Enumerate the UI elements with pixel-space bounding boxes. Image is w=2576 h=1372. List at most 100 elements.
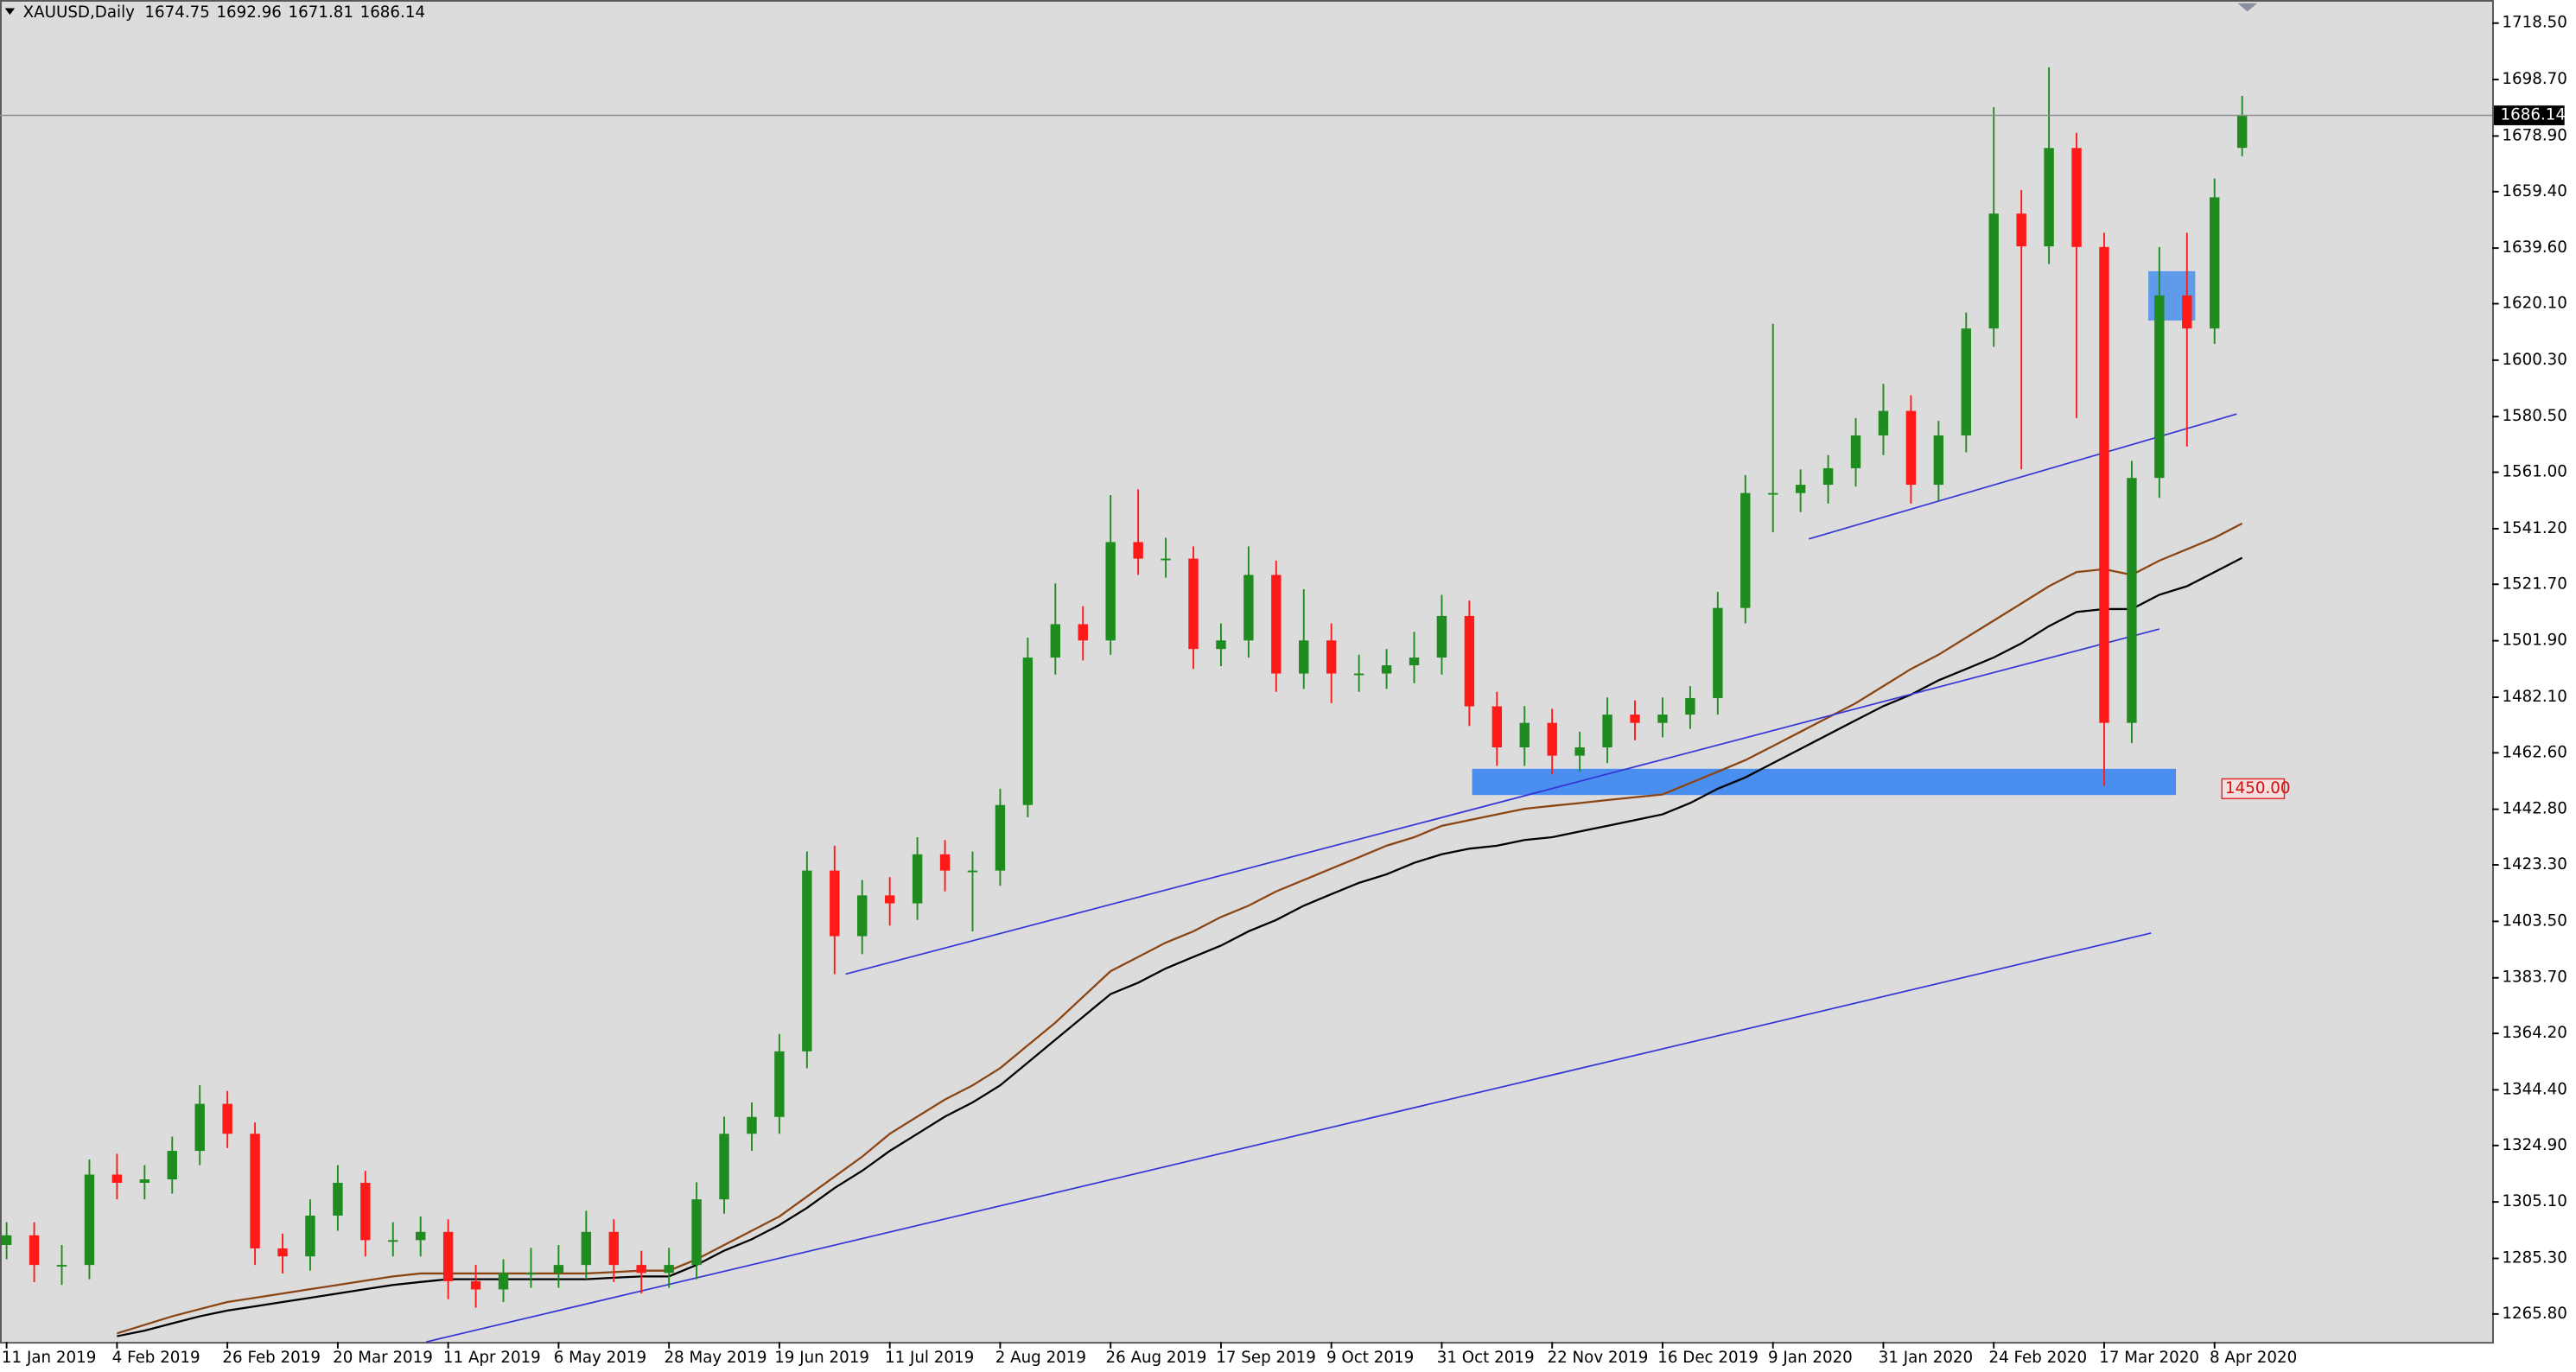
candle-body	[498, 1273, 509, 1290]
shift-marker[interactable]	[2237, 3, 2258, 12]
x-tick-label: 28 May 2019	[664, 1349, 766, 1367]
y-tick-label: 1580.50	[2502, 407, 2566, 425]
candle-body	[84, 1174, 95, 1266]
y-tick-label: 1698.70	[2502, 70, 2566, 88]
candle-body	[525, 1273, 537, 1275]
y-tick-label: 1521.70	[2502, 575, 2566, 593]
candle-body	[1933, 435, 1944, 486]
candle-body	[1768, 492, 1778, 495]
candle-body	[139, 1179, 150, 1184]
x-tick-label: 24 Feb 2020	[1989, 1349, 2088, 1367]
trendline	[425, 932, 2152, 1343]
symbol: XAUUSD,Daily	[23, 3, 136, 22]
candle-body	[1657, 715, 1668, 723]
candle-body	[1353, 673, 1364, 676]
y-tick-label: 1561.00	[2502, 463, 2566, 481]
x-tick-label: 26 Feb 2019	[222, 1349, 321, 1367]
plot-area	[0, 0, 2494, 1344]
x-tick-label: 31 Oct 2019	[1437, 1349, 1535, 1367]
candle-body	[636, 1265, 646, 1274]
candle-body	[1271, 575, 1282, 674]
candle-body	[664, 1265, 674, 1274]
candle-body	[1, 1235, 12, 1245]
candle-body	[2154, 295, 2165, 479]
y-tick-label: 1285.30	[2502, 1249, 2566, 1267]
zone	[1472, 768, 2177, 796]
candle-body	[29, 1235, 40, 1266]
candle-body	[1905, 410, 1917, 486]
candle-body	[111, 1174, 123, 1184]
level-label-box	[2221, 778, 2286, 800]
candle-body	[1492, 706, 1503, 748]
x-tick-label: 11 Jan 2019	[2, 1349, 96, 1367]
y-tick-label: 1462.60	[2502, 743, 2566, 761]
candle-body	[1630, 715, 1640, 723]
candle-body	[2044, 148, 2054, 247]
x-tick-label: 4 Feb 2019	[112, 1349, 200, 1367]
y-tick-label: 1639.60	[2502, 238, 2566, 257]
x-tick-label: 9 Oct 2019	[1326, 1349, 1414, 1367]
candle-body	[2210, 197, 2220, 329]
x-tick-label: 17 Sep 2019	[1216, 1349, 1316, 1367]
candle-body	[1740, 492, 1751, 608]
candle-body	[2236, 115, 2248, 149]
candle-body	[194, 1103, 205, 1152]
menu-arrow[interactable]	[4, 8, 16, 16]
y-tick-label: 1364.20	[2502, 1024, 2566, 1042]
candle-body	[277, 1248, 288, 1257]
ohlc-close: 1686.14	[360, 3, 425, 22]
ohlc-open: 1674.75	[144, 3, 209, 22]
candle-body	[1243, 575, 1254, 641]
candle-body	[995, 804, 1006, 871]
x-tick-label: 26 Aug 2019	[1105, 1349, 1206, 1367]
y-tick-label: 1265.80	[2502, 1305, 2566, 1323]
y-tick-label: 1482.10	[2502, 688, 2566, 706]
plot-layer: 1450.00	[0, 67, 2493, 1343]
candle-body	[939, 854, 951, 871]
candle-body	[2127, 478, 2137, 723]
candle-body	[830, 870, 840, 937]
y-tick-label: 1344.40	[2502, 1080, 2566, 1098]
x-tick-label: 9 Jan 2020	[1768, 1349, 1853, 1367]
x-tick-label: 17 Mar 2020	[2099, 1349, 2199, 1367]
candle-body	[719, 1134, 729, 1200]
candle-body	[388, 1240, 398, 1242]
candle-body	[608, 1231, 619, 1266]
y-tick-label: 1718.50	[2502, 14, 2566, 32]
trendline	[1808, 413, 2237, 540]
candle-body	[333, 1183, 343, 1216]
candle-body	[167, 1151, 177, 1180]
ohlc-low: 1671.81	[289, 3, 353, 22]
candle-body	[2016, 213, 2026, 247]
y-tick-label: 1541.20	[2502, 519, 2566, 537]
y-tick-label: 1600.30	[2502, 351, 2566, 369]
y-tick-label: 1383.70	[2502, 969, 2566, 987]
y-tick-label: 1403.50	[2502, 911, 2566, 930]
candle-body	[774, 1051, 785, 1117]
candle-body	[857, 895, 868, 937]
candle-body	[1464, 615, 1475, 707]
x-tick-label: 11 Jul 2019	[885, 1349, 974, 1367]
candle-body	[1050, 624, 1061, 658]
x-tick-label: 11 Apr 2019	[443, 1349, 541, 1367]
level-label: 1450.00	[2225, 779, 2290, 797]
candle-body	[250, 1134, 260, 1248]
candle-body	[1216, 640, 1226, 650]
candle-body	[1381, 665, 1392, 674]
candle-body	[1436, 615, 1447, 658]
candle-body	[967, 870, 978, 873]
candle-body	[1685, 697, 1695, 715]
candle-body	[1547, 722, 1557, 756]
candle-body	[1188, 558, 1199, 650]
candle-body	[912, 854, 923, 904]
y-tick-label: 1305.10	[2502, 1192, 2566, 1210]
x-tick-label: 6 May 2019	[554, 1349, 646, 1367]
candle-body	[305, 1215, 315, 1257]
candle-body	[1988, 213, 1999, 329]
x-tick-label: 2 Aug 2019	[995, 1349, 1086, 1367]
candle-body	[1850, 435, 1861, 468]
candle-body	[747, 1116, 757, 1134]
